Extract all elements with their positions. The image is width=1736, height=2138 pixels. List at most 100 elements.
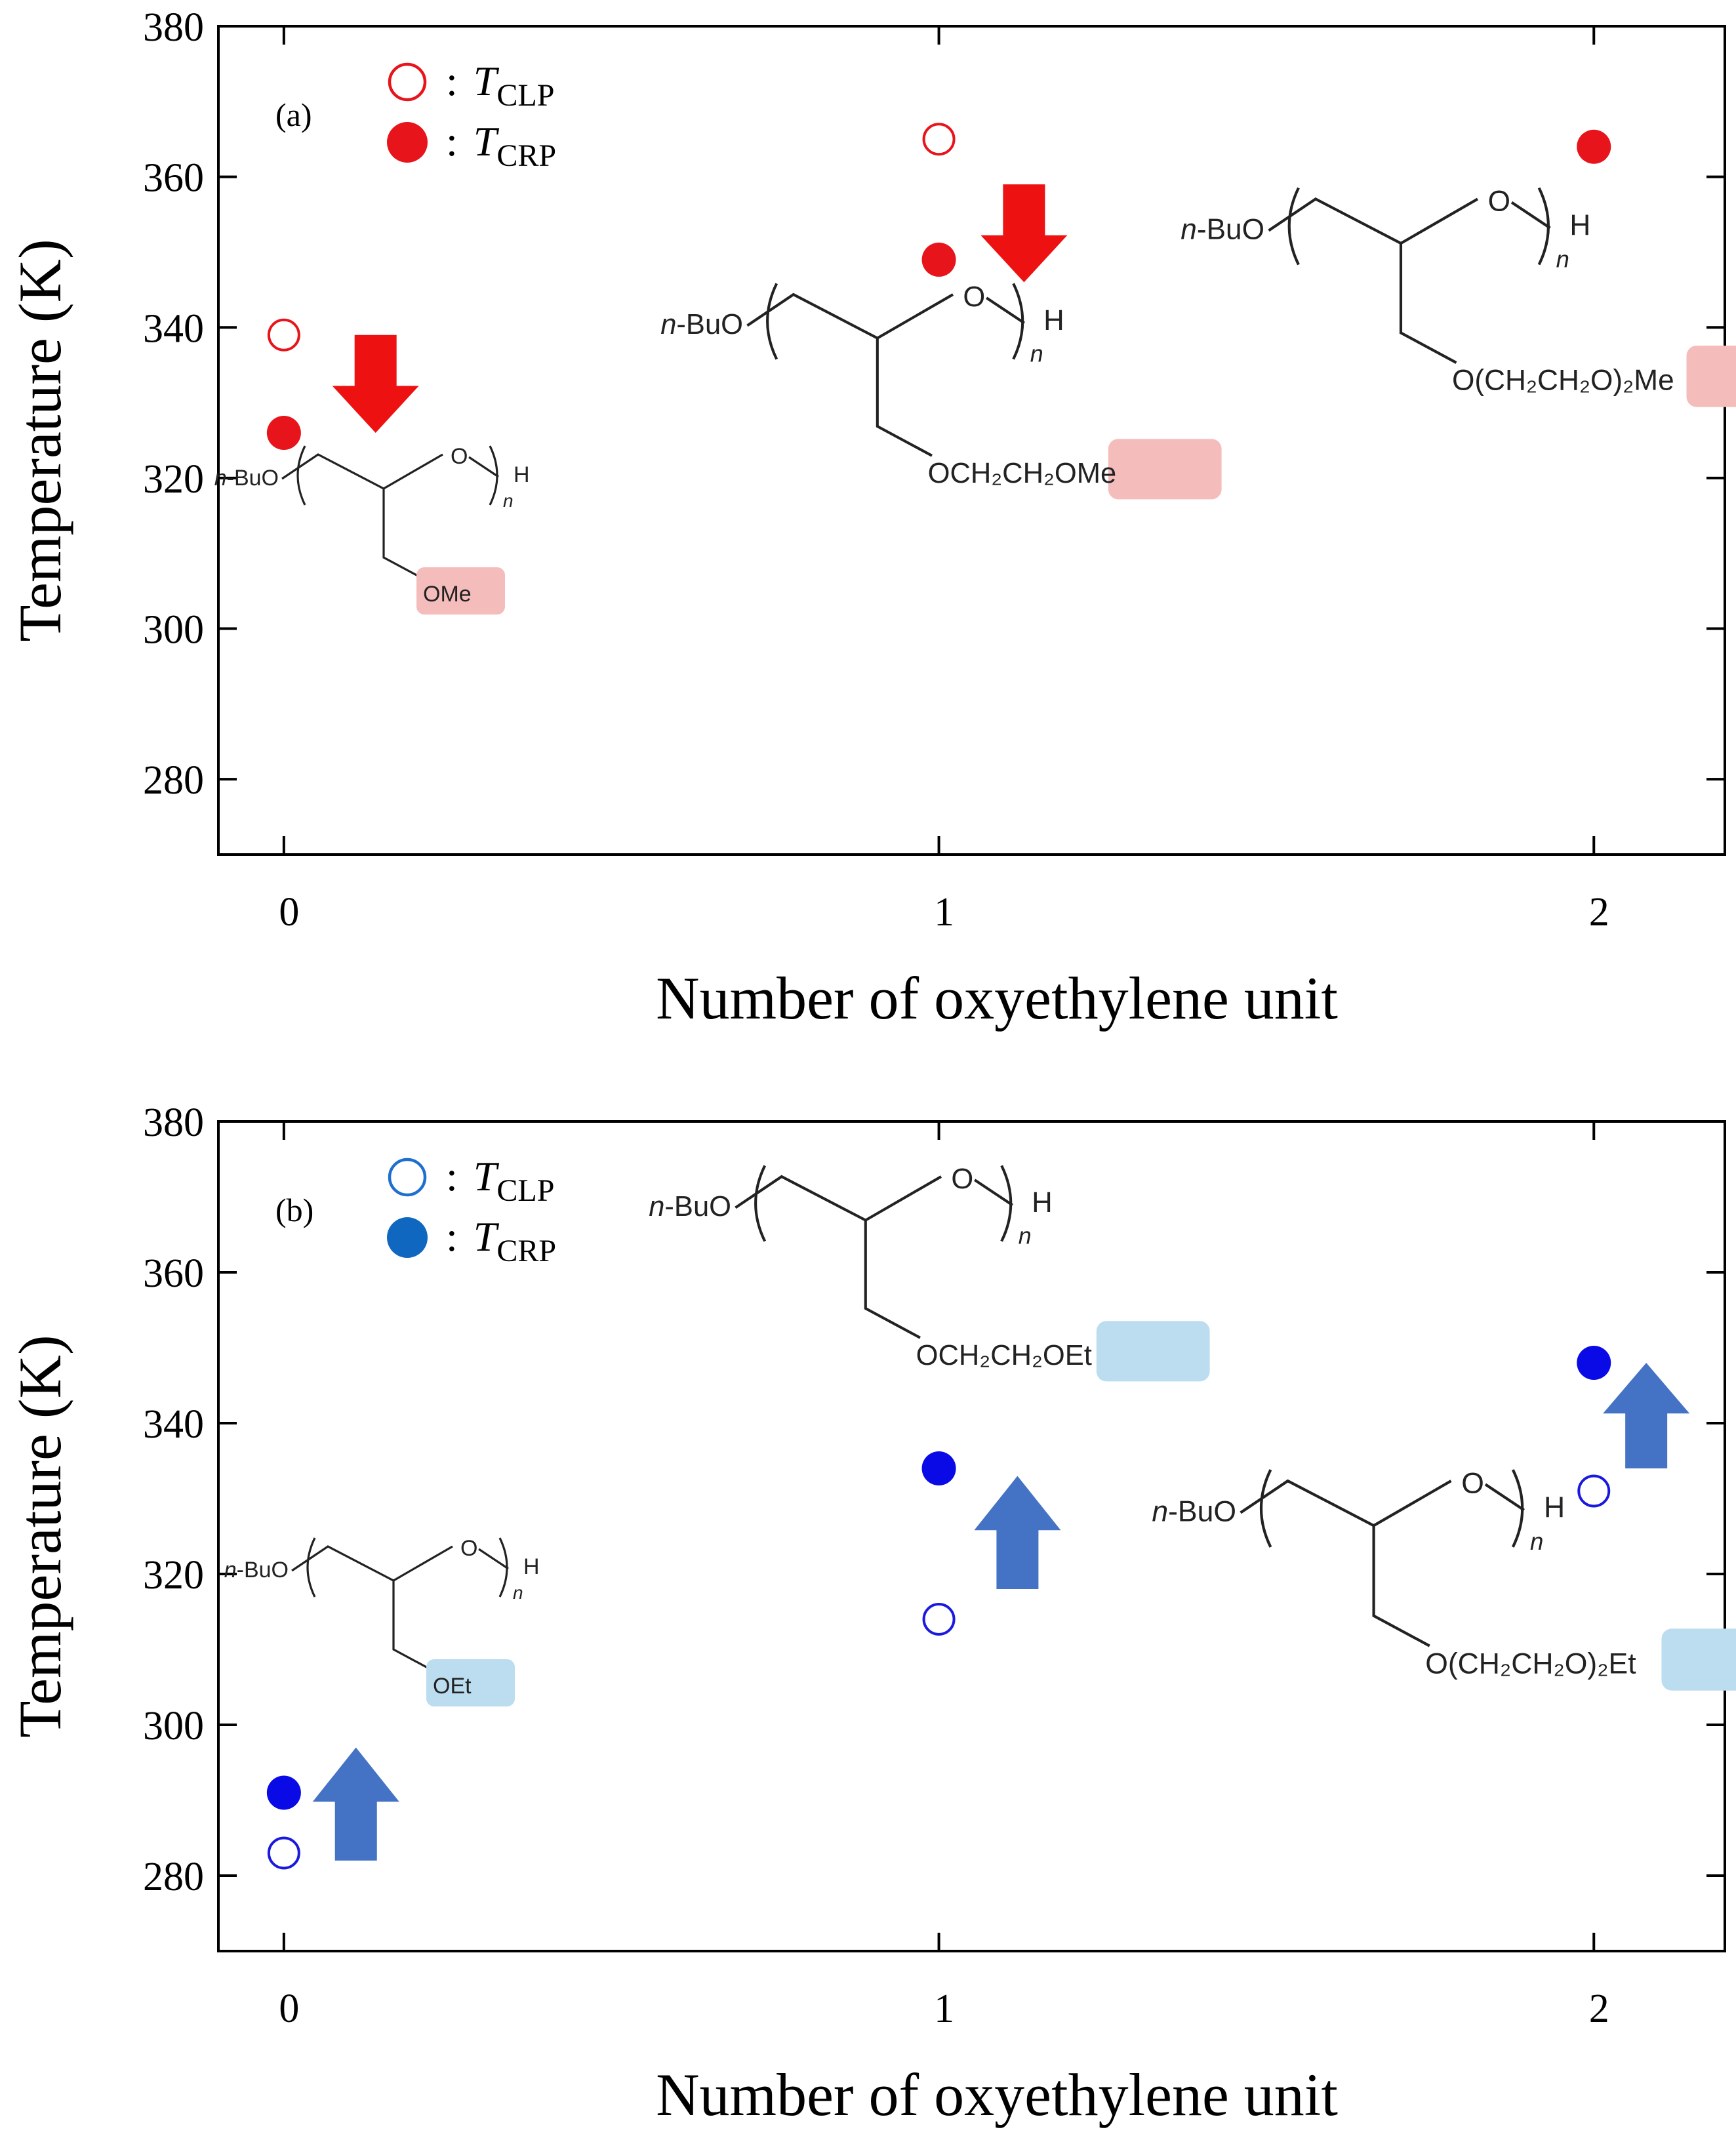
side-chain-label: O(CH₂CH₂O)₂Me — [1452, 365, 1674, 397]
legend-subscript: CRP — [496, 1234, 556, 1268]
chain-end-h: H — [514, 462, 530, 487]
y-tick-label: 300 — [143, 1704, 204, 1748]
structure-prefix-buo: -BuO — [227, 466, 279, 491]
legend-separator: : — [446, 1153, 458, 1200]
data-point-filled-T_CRP — [1577, 1346, 1611, 1380]
legend-separator: : — [446, 1213, 458, 1260]
data-point-filled-T_CRP — [922, 1451, 956, 1485]
structure-prefix-buo: -BuO — [1168, 1496, 1236, 1528]
data-point-open-T_CLP — [924, 1604, 954, 1634]
data-point-open-T_CLP — [924, 124, 954, 154]
legend-entry: : TCRP — [446, 1213, 556, 1268]
backbone-oxygen: O — [460, 1536, 477, 1561]
side-chain-label: OMe — [423, 582, 472, 607]
y-tick-label: 280 — [143, 758, 204, 803]
trend-arrow-down — [333, 335, 419, 433]
legend-symbol: T — [474, 118, 500, 165]
legend-symbol: T — [474, 1153, 500, 1200]
trend-arrow-down — [980, 184, 1067, 282]
plot-frame — [218, 26, 1725, 855]
y-axis-label: Temperature (K) — [7, 1335, 73, 1737]
structure-prefix: n-BuO — [1181, 214, 1264, 246]
repeat-n: n — [1556, 245, 1569, 272]
y-tick-label: 360 — [143, 1251, 204, 1296]
legend-separator: : — [446, 58, 458, 104]
structure-prefix-n: n — [224, 1558, 237, 1583]
side-chain-bond — [1374, 1525, 1430, 1645]
y-tick-label: 300 — [143, 608, 204, 653]
side-chain-bond — [866, 1220, 920, 1338]
chain-end-h: H — [1032, 1187, 1052, 1219]
data-point-open-T_CLP — [269, 320, 299, 350]
chain-end-h: H — [1544, 1491, 1565, 1523]
backbone-oxygen: O — [963, 281, 985, 313]
backbone-oxygen: O — [451, 444, 468, 469]
legend-entry: : TCLP — [446, 1153, 554, 1208]
legend-subscript: CLP — [496, 1173, 554, 1208]
y-tick-label: 340 — [143, 1402, 204, 1447]
chain-end-h: H — [1569, 209, 1590, 241]
chemical-structure: n-BuO O Hn O(CH₂CH₂O)₂Me — [1181, 186, 1736, 407]
structure-prefix-n: n — [649, 1191, 664, 1222]
side-chain-bond — [1401, 243, 1457, 363]
highlight-box — [1661, 1628, 1736, 1690]
repeat-n: n — [1030, 340, 1043, 367]
backbone-bond-end — [1485, 1484, 1524, 1510]
data-point-filled-T_CRP — [922, 243, 956, 277]
open-bracket — [767, 283, 777, 359]
x-tick-label: 2 — [1589, 1987, 1609, 2031]
side-chain-label: OEt — [433, 1674, 472, 1699]
repeat-n: n — [503, 491, 514, 511]
side-chain-label: O(CH₂CH₂O)₂Et — [1425, 1648, 1636, 1680]
x-tick-label: 1 — [934, 1987, 954, 2031]
y-tick-label: 360 — [143, 156, 204, 201]
structure-prefix-buo: -BuO — [237, 1558, 289, 1583]
backbone-bond — [747, 294, 953, 338]
x-tick-label: 2 — [1589, 890, 1609, 935]
y-tick-label: 380 — [143, 5, 204, 50]
structure-prefix: n-BuO — [1152, 1496, 1236, 1528]
legend-open-circle-marker — [390, 1160, 425, 1195]
trend-arrow-up — [313, 1748, 399, 1861]
legend-subscript: CLP — [496, 78, 554, 113]
repeat-n: n — [1530, 1528, 1543, 1555]
structure-prefix-buo: -BuO — [676, 309, 743, 340]
open-bracket — [1289, 188, 1299, 265]
y-axis-label: Temperature (K) — [7, 239, 73, 641]
structure-prefix: n-BuO — [214, 466, 279, 491]
structure-prefix-n: n — [660, 309, 676, 340]
legend-filled-circle-marker — [387, 1217, 428, 1258]
side-chain-label: OCH₂CH₂OMe — [928, 458, 1117, 489]
backbone-bond-end — [986, 298, 1024, 323]
backbone-bond-end — [1512, 203, 1550, 228]
data-point-filled-T_CRP — [1577, 130, 1611, 164]
backbone-bond-end — [469, 457, 498, 477]
trend-arrow-up — [974, 1476, 1060, 1590]
backbone-bond — [1241, 1481, 1451, 1525]
structure-prefix: n-BuO — [224, 1558, 289, 1583]
repeat-n: n — [513, 1583, 523, 1603]
structure-prefix-buo: -BuO — [1197, 214, 1264, 246]
backbone-bond — [1269, 199, 1478, 243]
structure-prefix-n: n — [1152, 1496, 1168, 1528]
backbone-oxygen: O — [1461, 1467, 1484, 1499]
plot-frame — [218, 1121, 1725, 1951]
legend-symbol: T — [474, 1213, 500, 1260]
data-point-open-T_CLP — [269, 1838, 299, 1868]
backbone-bond-end — [975, 1180, 1013, 1205]
backbone-oxygen: O — [951, 1163, 973, 1195]
x-axis-label: Number of oxyethylene unit — [656, 965, 1338, 1032]
backbone-oxygen: O — [1488, 186, 1510, 218]
side-chain-bond — [384, 489, 426, 580]
structure-prefix-n: n — [214, 466, 227, 491]
x-tick-label: 1 — [934, 890, 954, 935]
legend-separator: : — [446, 118, 458, 165]
